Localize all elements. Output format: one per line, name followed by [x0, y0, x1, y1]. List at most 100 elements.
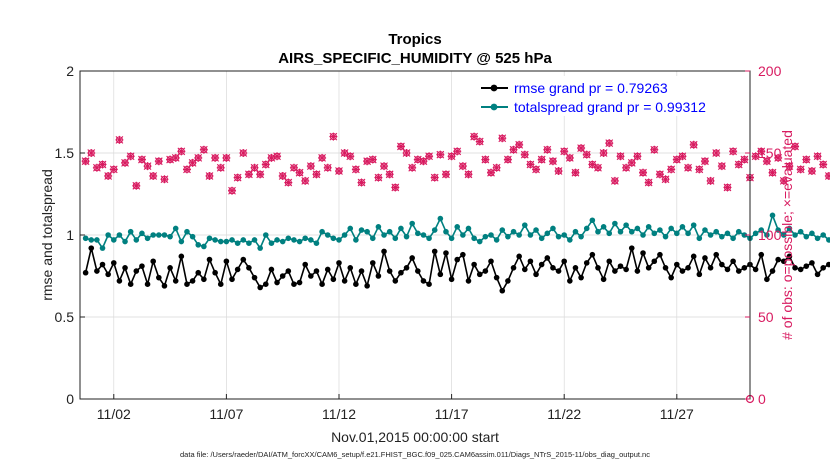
rmse-point	[460, 251, 466, 258]
totalspread-point	[465, 225, 472, 232]
obs-count-point	[425, 152, 434, 161]
obs-count-point	[532, 165, 541, 174]
legend-box	[474, 76, 742, 116]
totalspread-point	[797, 228, 804, 235]
rmse-point	[217, 281, 224, 288]
totalspread-point	[724, 230, 731, 237]
rmse-point	[420, 278, 427, 284]
x-tick-label: 11/22	[547, 406, 581, 422]
totalspread-point	[713, 228, 720, 235]
rmse-point	[651, 258, 658, 265]
obs-count-point	[149, 171, 158, 180]
obs-count-point	[779, 176, 788, 185]
y-tick-label: 2	[66, 63, 74, 79]
obs-count-point	[104, 171, 113, 180]
y-tick-label: 0	[66, 391, 74, 407]
totalspread-point	[628, 228, 635, 235]
rmse-point	[521, 266, 528, 273]
totalspread-point	[279, 238, 286, 245]
rmse-point	[212, 269, 218, 276]
obs-count-point	[137, 155, 146, 164]
y2-tick-label: 200	[758, 63, 782, 79]
obs-count-point	[582, 150, 591, 159]
totalspread-point	[381, 232, 387, 238]
chart-title: Tropics	[388, 31, 441, 48]
obs-count-point	[554, 167, 563, 176]
y-tick-label: 1.5	[55, 145, 75, 161]
obs-count-point	[560, 147, 569, 156]
totalspread-point	[324, 232, 331, 238]
obs-count-point	[306, 162, 315, 171]
totalspread-point	[386, 228, 393, 235]
obs-count-point	[205, 171, 214, 180]
obs-count-point	[729, 147, 738, 156]
rmse-point	[161, 283, 168, 289]
x-tick-label: 11/02	[97, 406, 131, 422]
obs-count-point	[329, 132, 338, 141]
rmse-point	[589, 251, 596, 258]
obs-count-point	[143, 162, 152, 171]
rmse-point	[386, 268, 393, 274]
obs-count-point	[402, 149, 411, 157]
rmse-point	[347, 265, 354, 271]
y2-tick-label: 0	[758, 391, 766, 407]
obs-count-point	[171, 153, 180, 162]
rmse-point	[493, 274, 500, 281]
obs-count-point	[689, 140, 698, 149]
rmse-point	[780, 258, 787, 265]
rmse-point	[538, 261, 545, 268]
totalspread-point	[285, 235, 292, 242]
totalspread-point	[431, 227, 438, 233]
totalspread-point	[122, 238, 128, 245]
rmse-point	[482, 268, 489, 274]
rmse-point	[820, 265, 826, 271]
rmse-point	[499, 287, 506, 294]
rmse-point	[567, 278, 573, 284]
obs-count-point	[526, 160, 535, 169]
totalspread-point	[415, 230, 421, 237]
totalspread-point	[803, 233, 810, 240]
totalspread-point	[719, 233, 725, 240]
rmse-point	[809, 260, 815, 266]
rmse-point	[702, 255, 708, 261]
obs-count-point	[284, 178, 293, 187]
rmse-point	[685, 265, 691, 271]
obs-count-point	[481, 155, 490, 164]
totalspread-point	[634, 225, 641, 232]
totalspread-point	[167, 233, 173, 240]
rmse-point	[612, 268, 618, 274]
totalspread-point	[775, 227, 781, 233]
rmse-point	[246, 265, 252, 271]
y2-axis-label: # of obs: o=possible; ×=evaluated	[779, 130, 795, 340]
totalspread-point	[268, 240, 275, 246]
totalspread-point	[679, 224, 686, 230]
totalspread-point	[178, 238, 185, 245]
obs-count-point	[807, 167, 816, 176]
totalspread-point	[375, 224, 382, 230]
totalspread-point	[223, 238, 230, 245]
totalspread-point	[330, 235, 337, 242]
totalspread-point	[476, 238, 483, 245]
totalspread-point	[482, 233, 489, 240]
rmse-point	[634, 268, 641, 274]
obs-count-point	[301, 176, 310, 185]
totalspread-point	[347, 225, 354, 232]
totalspread-point	[516, 232, 522, 238]
totalspread-point	[229, 237, 235, 243]
rmse-point	[600, 276, 607, 283]
rmse-point	[516, 253, 522, 260]
rmse-point	[82, 269, 89, 276]
totalspread-point	[758, 227, 765, 233]
rmse-point	[758, 251, 765, 258]
totalspread-point	[572, 228, 579, 235]
obs-count-point	[571, 168, 580, 177]
obs-count-point	[717, 162, 726, 171]
obs-count-point	[109, 165, 118, 174]
x-tick-label: 11/12	[322, 406, 356, 422]
obs-count-point	[334, 167, 343, 176]
totalspread-point	[555, 233, 562, 240]
rmse-point	[527, 258, 534, 265]
obs-count-point	[98, 160, 107, 169]
obs-count-point	[633, 152, 642, 161]
totalspread-point	[826, 237, 830, 243]
